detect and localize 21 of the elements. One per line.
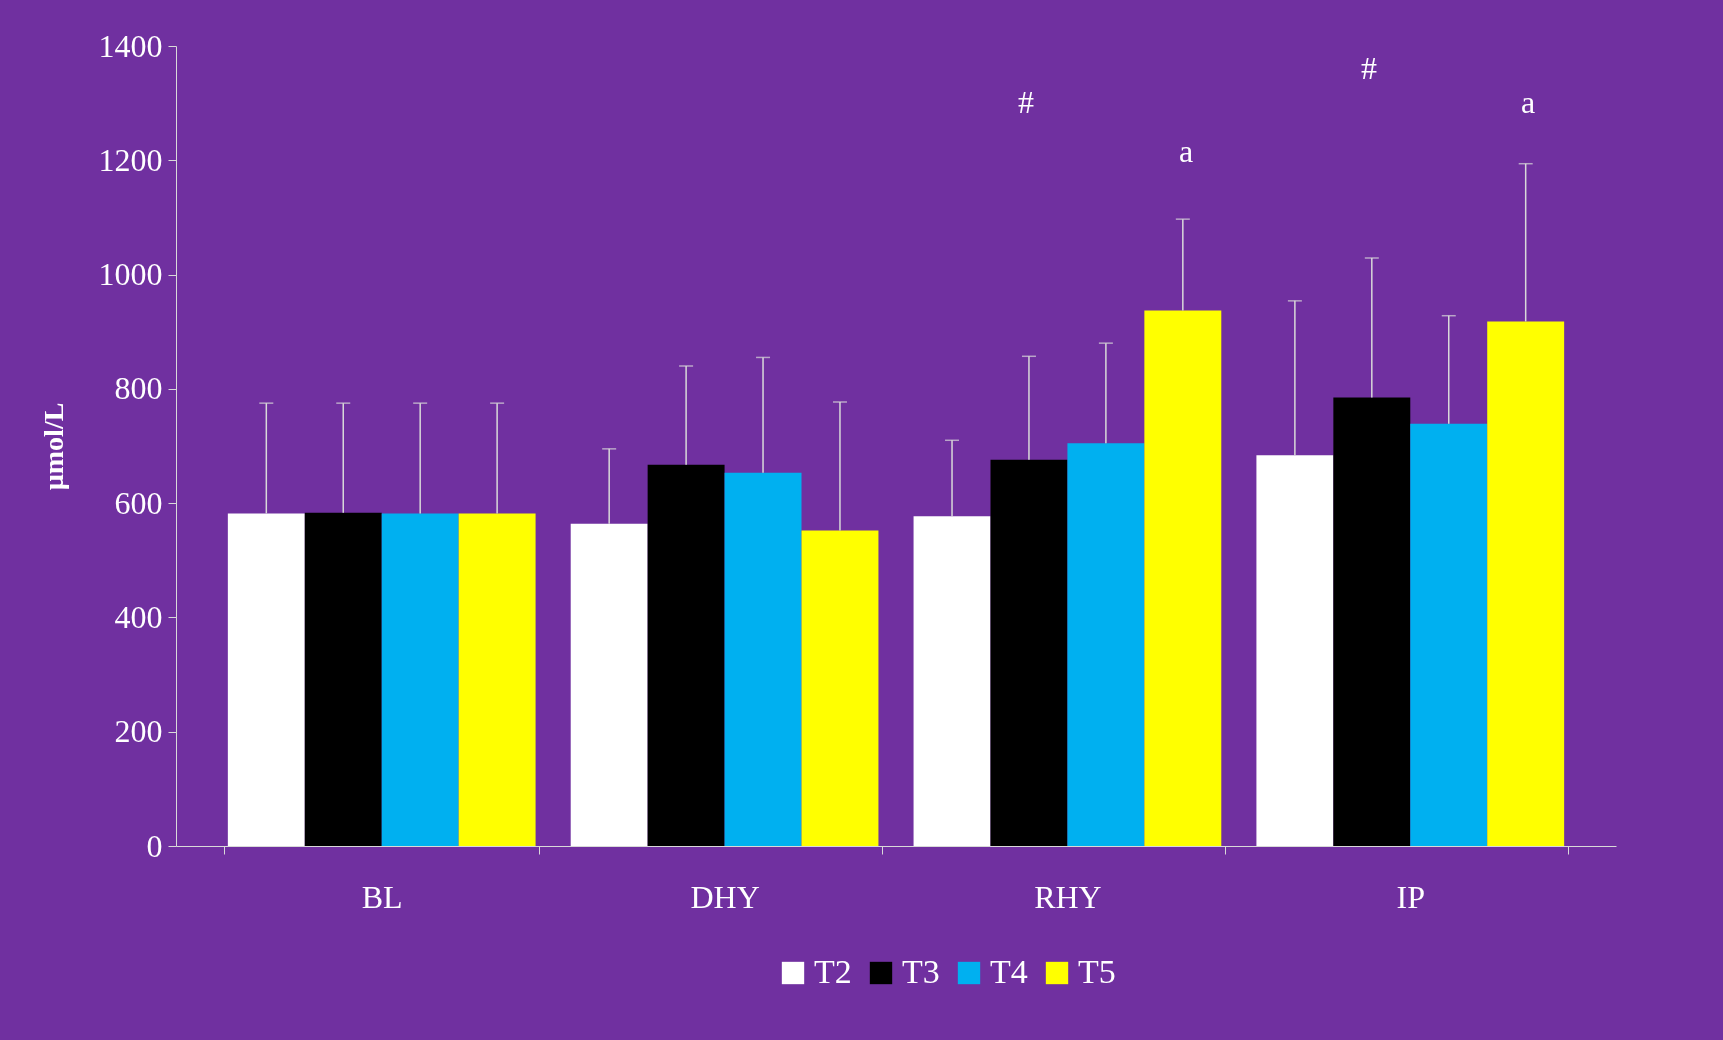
x-tick-label: IP: [1396, 878, 1426, 915]
annotation: #: [1361, 50, 1377, 86]
y-tick-label: 400: [114, 598, 163, 635]
y-tick-label: 0: [146, 827, 163, 864]
y-tick-label: 1400: [98, 27, 163, 64]
annotation: #: [1018, 84, 1034, 120]
y-tick-label: 1200: [98, 141, 163, 178]
legend-label: T2: [814, 953, 852, 990]
y-axis-title: µmol/L: [37, 402, 69, 491]
y-tick-label: 800: [114, 370, 163, 407]
x-tick-label: DHY: [690, 878, 760, 915]
annotation: a: [1520, 84, 1536, 120]
y-tick-label: 600: [114, 484, 163, 521]
annotation: a: [1178, 133, 1194, 169]
legend-label: T5: [1078, 953, 1116, 990]
x-tick-label: BL: [361, 878, 403, 915]
x-tick-label: RHY: [1034, 878, 1102, 915]
y-tick-label: 1000: [98, 256, 163, 293]
legend-label: T4: [990, 953, 1028, 990]
y-tick-label: 200: [114, 713, 163, 750]
legend-label: T3: [902, 953, 940, 990]
